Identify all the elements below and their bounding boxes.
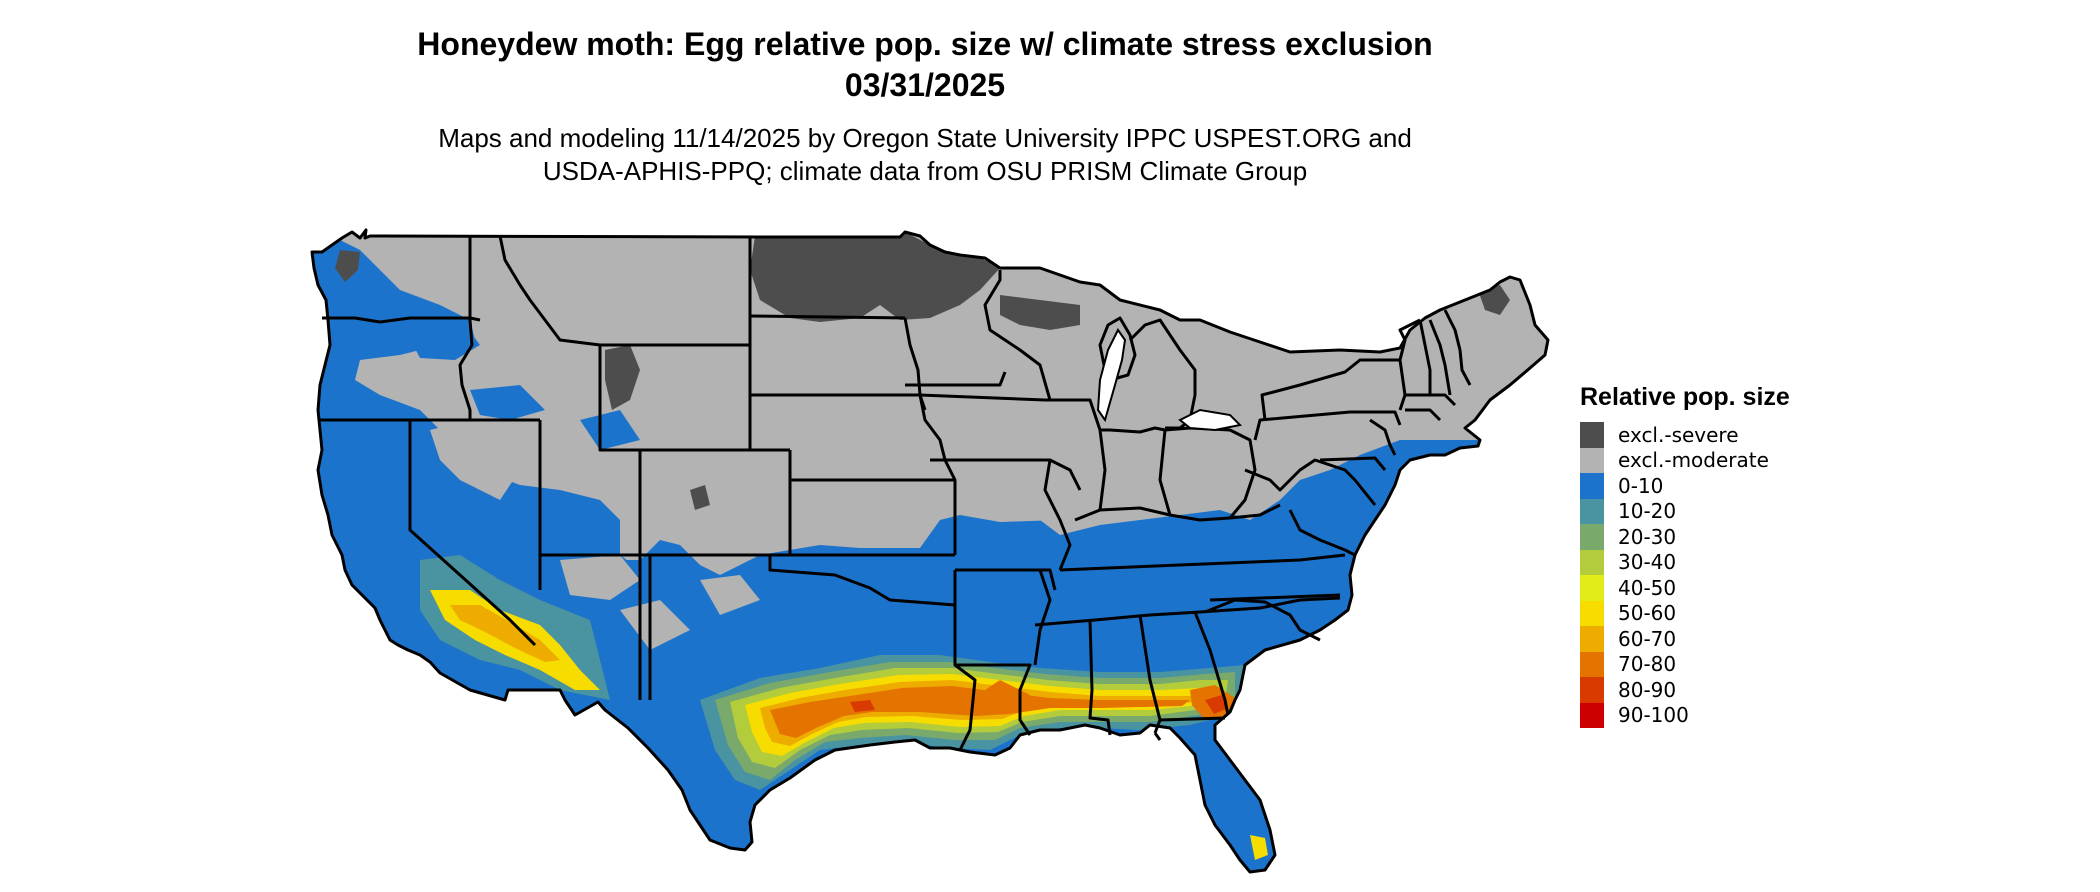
legend-item: excl.-severe [1580,422,1840,448]
map-title-date: 03/31/2025 [844,67,1006,103]
legend-title: Relative pop. size [1580,383,1790,411]
legend-item: 10-20 [1580,498,1840,524]
legend-item: 80-90 [1580,677,1840,703]
legend-item: 40-50 [1580,575,1840,601]
legend-items: excl.-severe excl.-moderate 0-10 10-20 20-30… [1580,422,1840,728]
legend-swatch [1580,422,1604,448]
legend-item: excl.-moderate [1580,447,1840,473]
legend-item: 60-70 [1580,626,1840,652]
legend-swatch [1580,447,1604,473]
legend-swatch [1580,626,1604,652]
legend-item: 0-10 [1580,473,1840,499]
legend-item: 50-60 [1580,600,1840,626]
legend-label: 20-30 [1618,524,1677,549]
legend-item: 30-40 [1580,549,1840,575]
legend-swatch [1580,651,1604,677]
map-title-line1: Honeydew moth: Egg relative pop. size w/… [417,26,1433,62]
legend-swatch [1580,575,1604,601]
map-subtitle-line2: USDA-APHIS-PPQ; climate data from OSU PR… [542,156,1308,186]
legend-label: excl.-moderate [1618,448,1769,473]
legend-item: 20-30 [1580,524,1840,550]
legend-swatch [1580,524,1604,550]
us-map [300,220,1560,890]
legend-swatch [1580,498,1604,524]
legend-item: 90-100 [1580,702,1840,728]
legend-label: 0-10 [1618,473,1664,498]
legend-label: 60-70 [1618,626,1677,651]
legend-label: 70-80 [1618,652,1677,677]
legend-swatch [1580,549,1604,575]
legend-label: 30-40 [1618,550,1677,575]
legend-label: 50-60 [1618,601,1677,626]
legend-swatch [1580,702,1604,728]
legend-label: 10-20 [1618,499,1677,524]
legend-label: 80-90 [1618,677,1677,702]
legend-label: 40-50 [1618,575,1677,600]
legend-swatch [1580,473,1604,499]
us-map-svg [310,228,1550,874]
map-legend: Relative pop. size excl.-severe excl.-mod… [1580,382,1840,728]
legend-swatch [1580,600,1604,626]
legend-label: 90-100 [1618,703,1689,728]
legend-swatch [1580,677,1604,703]
legend-label: excl.-severe [1618,422,1739,447]
legend-item: 70-80 [1580,651,1840,677]
map-subtitle-line1: Maps and modeling 11/14/2025 by Oregon S… [438,123,1412,153]
